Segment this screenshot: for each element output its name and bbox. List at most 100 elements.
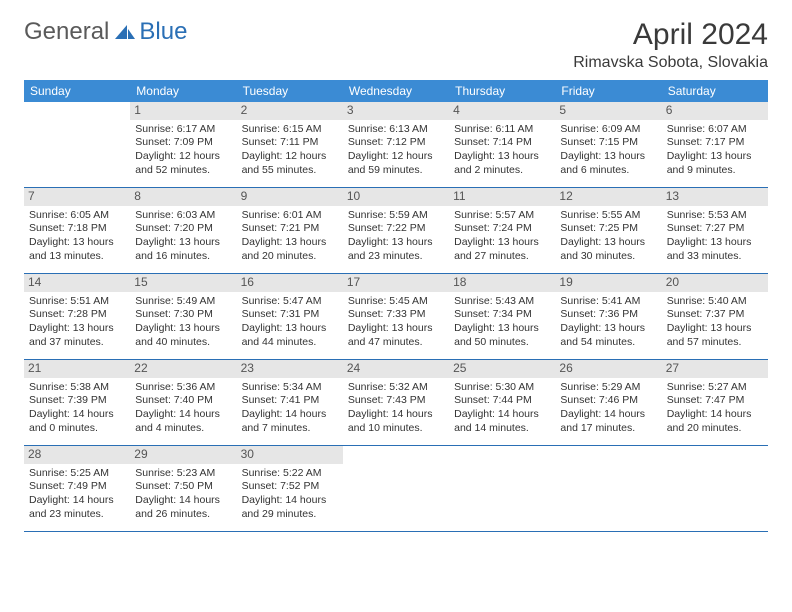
week-row: 14 Sunrise: 5:51 AM Sunset: 7:28 PM Dayli… <box>24 274 768 360</box>
weekday-header: Thursday <box>449 80 555 102</box>
day-number: 11 <box>449 188 555 206</box>
day-info: Sunrise: 6:11 AM Sunset: 7:14 PM Dayligh… <box>454 123 550 178</box>
day-cell: 21 Sunrise: 5:38 AM Sunset: 7:39 PM Dayli… <box>24 360 130 445</box>
day-cell: 12 Sunrise: 5:55 AM Sunset: 7:25 PM Dayli… <box>555 188 661 273</box>
day-info: Sunrise: 5:30 AM Sunset: 7:44 PM Dayligh… <box>454 381 550 436</box>
weekday-header: Saturday <box>662 80 768 102</box>
day-info: Sunrise: 5:51 AM Sunset: 7:28 PM Dayligh… <box>29 295 125 350</box>
day-cell: 3 Sunrise: 6:13 AM Sunset: 7:12 PM Daylig… <box>343 102 449 187</box>
day-info: Sunrise: 5:34 AM Sunset: 7:41 PM Dayligh… <box>242 381 338 436</box>
day-cell: 20Sunrise: 5:40 AM Sunset: 7:37 PM Dayli… <box>662 274 768 359</box>
day-cell <box>555 446 661 531</box>
day-cell: 22Sunrise: 5:36 AM Sunset: 7:40 PM Dayli… <box>130 360 236 445</box>
day-cell: 28Sunrise: 5:25 AM Sunset: 7:49 PM Dayli… <box>24 446 130 531</box>
day-number: 30 <box>237 446 343 464</box>
day-info: Sunrise: 6:17 AM Sunset: 7:09 PM Dayligh… <box>135 123 231 178</box>
day-info: Sunrise: 5:53 AM Sunset: 7:27 PM Dayligh… <box>667 209 763 264</box>
day-number: 3 <box>343 102 449 120</box>
day-cell: 13 Sunrise: 5:53 AM Sunset: 7:27 PM Dayli… <box>662 188 768 273</box>
weekday-header: Wednesday <box>343 80 449 102</box>
day-info: Sunrise: 5:29 AM Sunset: 7:46 PM Dayligh… <box>560 381 656 436</box>
day-cell: 10Sunrise: 5:59 AM Sunset: 7:22 PM Dayli… <box>343 188 449 273</box>
day-number: 2 <box>237 102 343 120</box>
day-cell: 8Sunrise: 6:03 AM Sunset: 7:20 PM Daylig… <box>130 188 236 273</box>
day-number: 17 <box>343 274 449 292</box>
day-cell <box>24 102 130 187</box>
weekday-header: Tuesday <box>237 80 343 102</box>
day-number: 5 <box>555 102 661 120</box>
day-number: 25 <box>449 360 555 378</box>
day-cell: 19 Sunrise: 5:41 AM Sunset: 7:36 PM Dayli… <box>555 274 661 359</box>
logo-text-blue: Blue <box>139 18 187 46</box>
day-info: Sunrise: 5:22 AM Sunset: 7:52 PM Dayligh… <box>242 467 338 522</box>
day-number: 24 <box>343 360 449 378</box>
week-row: 7 Sunrise: 6:05 AM Sunset: 7:18 PM Daylig… <box>24 188 768 274</box>
day-number: 26 <box>555 360 661 378</box>
day-number: 18 <box>449 274 555 292</box>
day-cell: 27 Sunrise: 5:27 AM Sunset: 7:47 PM Dayli… <box>662 360 768 445</box>
weekday-header: Sunday <box>24 80 130 102</box>
day-number: 21 <box>24 360 130 378</box>
day-info: Sunrise: 5:41 AM Sunset: 7:36 PM Dayligh… <box>560 295 656 350</box>
day-cell <box>449 446 555 531</box>
weekday-header: Monday <box>130 80 236 102</box>
day-cell: 18 Sunrise: 5:43 AM Sunset: 7:34 PM Dayli… <box>449 274 555 359</box>
logo-sail-icon <box>113 23 137 41</box>
day-info: Sunrise: 5:32 AM Sunset: 7:43 PM Dayligh… <box>348 381 444 436</box>
day-info: Sunrise: 6:15 AM Sunset: 7:11 PM Dayligh… <box>242 123 338 178</box>
location: Rimavska Sobota, Slovakia <box>573 54 768 72</box>
day-number: 10 <box>343 188 449 206</box>
day-cell: 2 Sunrise: 6:15 AM Sunset: 7:11 PM Daylig… <box>237 102 343 187</box>
day-number: 14 <box>24 274 130 292</box>
day-info: Sunrise: 5:47 AM Sunset: 7:31 PM Dayligh… <box>242 295 338 350</box>
day-info: Sunrise: 6:13 AM Sunset: 7:12 PM Dayligh… <box>348 123 444 178</box>
day-number: 1 <box>130 102 236 120</box>
day-info: Sunrise: 6:03 AM Sunset: 7:20 PM Dayligh… <box>135 209 231 264</box>
day-cell: 24 Sunrise: 5:32 AM Sunset: 7:43 PM Dayli… <box>343 360 449 445</box>
day-number: 13 <box>662 188 768 206</box>
day-info: Sunrise: 6:05 AM Sunset: 7:18 PM Dayligh… <box>29 209 125 264</box>
day-number: 9 <box>237 188 343 206</box>
day-info: Sunrise: 5:55 AM Sunset: 7:25 PM Dayligh… <box>560 209 656 264</box>
day-info: Sunrise: 5:36 AM Sunset: 7:40 PM Dayligh… <box>135 381 231 436</box>
day-cell: 17 Sunrise: 5:45 AM Sunset: 7:33 PM Dayli… <box>343 274 449 359</box>
day-cell: 1 Sunrise: 6:17 AM Sunset: 7:09 PM Daylig… <box>130 102 236 187</box>
week-row: 21 Sunrise: 5:38 AM Sunset: 7:39 PM Dayli… <box>24 360 768 446</box>
day-number: 29 <box>130 446 236 464</box>
day-cell: 30 Sunrise: 5:22 AM Sunset: 7:52 PM Dayli… <box>237 446 343 531</box>
day-cell: 16Sunrise: 5:47 AM Sunset: 7:31 PM Dayli… <box>237 274 343 359</box>
day-info: Sunrise: 5:23 AM Sunset: 7:50 PM Dayligh… <box>135 467 231 522</box>
day-cell: 11Sunrise: 5:57 AM Sunset: 7:24 PM Dayli… <box>449 188 555 273</box>
logo: General Blue <box>24 18 187 46</box>
day-number: 28 <box>24 446 130 464</box>
day-info: Sunrise: 5:38 AM Sunset: 7:39 PM Dayligh… <box>29 381 125 436</box>
calendar: Sunday Monday Tuesday Wednesday Thursday… <box>24 80 768 532</box>
logo-text-general: General <box>24 18 109 46</box>
day-info: Sunrise: 6:01 AM Sunset: 7:21 PM Dayligh… <box>242 209 338 264</box>
day-number: 20 <box>662 274 768 292</box>
header: General Blue April 2024 Rimavska Sobota,… <box>24 18 768 72</box>
week-row: 1 Sunrise: 6:17 AM Sunset: 7:09 PM Daylig… <box>24 102 768 188</box>
day-number: 12 <box>555 188 661 206</box>
day-cell: 23 Sunrise: 5:34 AM Sunset: 7:41 PM Dayli… <box>237 360 343 445</box>
day-info: Sunrise: 5:49 AM Sunset: 7:30 PM Dayligh… <box>135 295 231 350</box>
day-info: Sunrise: 5:27 AM Sunset: 7:47 PM Dayligh… <box>667 381 763 436</box>
day-number: 23 <box>237 360 343 378</box>
day-cell: 7 Sunrise: 6:05 AM Sunset: 7:18 PM Daylig… <box>24 188 130 273</box>
day-cell: 9 Sunrise: 6:01 AM Sunset: 7:21 PM Daylig… <box>237 188 343 273</box>
day-info: Sunrise: 5:45 AM Sunset: 7:33 PM Dayligh… <box>348 295 444 350</box>
day-number: 7 <box>24 188 130 206</box>
weekday-header: Friday <box>555 80 661 102</box>
day-info: Sunrise: 5:43 AM Sunset: 7:34 PM Dayligh… <box>454 295 550 350</box>
day-info: Sunrise: 6:09 AM Sunset: 7:15 PM Dayligh… <box>560 123 656 178</box>
month-title: April 2024 <box>573 18 768 52</box>
day-number: 19 <box>555 274 661 292</box>
day-number: 6 <box>662 102 768 120</box>
day-number: 15 <box>130 274 236 292</box>
day-cell <box>662 446 768 531</box>
day-number: 27 <box>662 360 768 378</box>
day-cell: 6Sunrise: 6:07 AM Sunset: 7:17 PM Daylig… <box>662 102 768 187</box>
day-cell: 29 Sunrise: 5:23 AM Sunset: 7:50 PM Dayli… <box>130 446 236 531</box>
day-cell: 5 Sunrise: 6:09 AM Sunset: 7:15 PM Daylig… <box>555 102 661 187</box>
day-cell: 14 Sunrise: 5:51 AM Sunset: 7:28 PM Dayli… <box>24 274 130 359</box>
